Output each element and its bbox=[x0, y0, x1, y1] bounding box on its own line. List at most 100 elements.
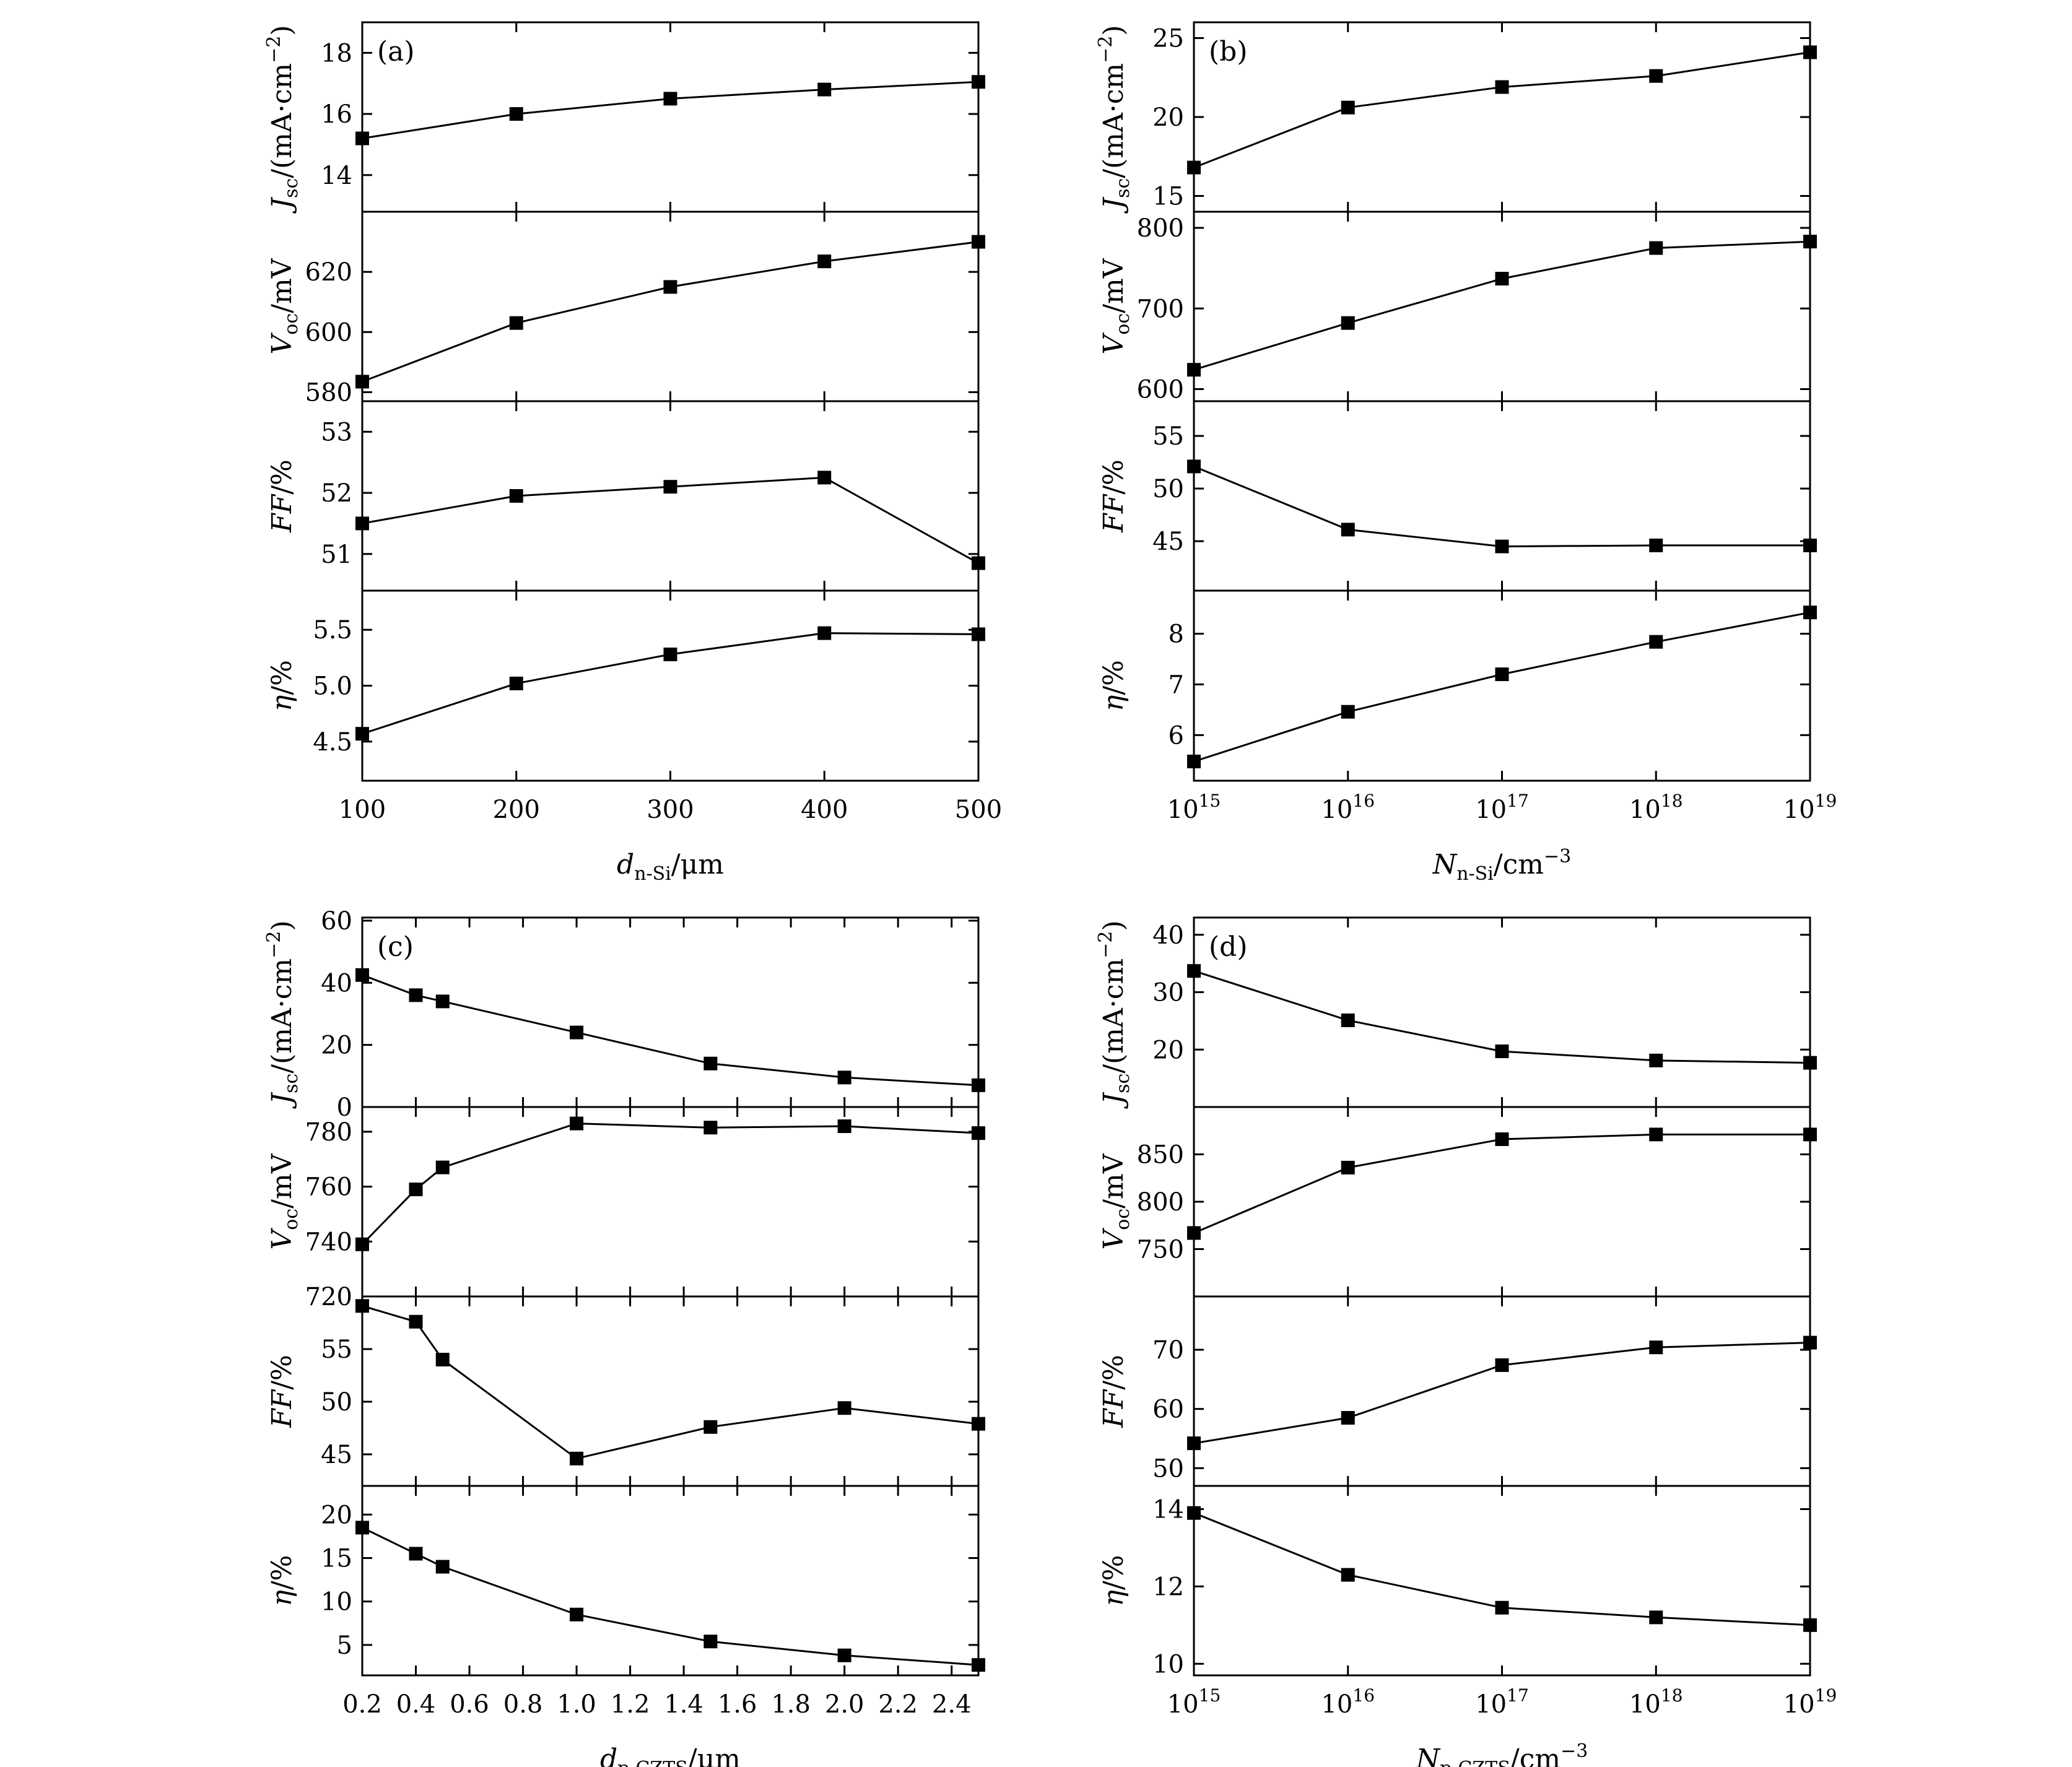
x-tick-label: 1017 bbox=[1475, 1685, 1529, 1719]
data-point bbox=[409, 988, 423, 1002]
y-tick-label: 5.0 bbox=[313, 672, 352, 701]
tick-base: 10 bbox=[1321, 796, 1352, 824]
data-point bbox=[1187, 1506, 1201, 1520]
label-symbol: η bbox=[1098, 695, 1130, 711]
y-tick-label: 600 bbox=[305, 318, 352, 347]
panel-label: (b) bbox=[1209, 36, 1248, 67]
label-symbol: J bbox=[266, 197, 298, 214]
label-close: ) bbox=[1098, 920, 1130, 931]
label-subscript: sc bbox=[1112, 1074, 1134, 1093]
x-tick-label: 1018 bbox=[1629, 791, 1683, 824]
subplot-3: 51 52 53 FF/% bbox=[266, 400, 985, 592]
y-tick-label: 4.5 bbox=[313, 728, 352, 757]
x-tick-label: 500 bbox=[955, 796, 1002, 824]
label-close: ) bbox=[1098, 25, 1130, 35]
subplot-frame bbox=[361, 21, 980, 213]
data-point bbox=[1803, 1127, 1817, 1142]
data-point bbox=[972, 556, 985, 570]
y-tick-label: 12 bbox=[1152, 1573, 1184, 1601]
label-symbol: V bbox=[1098, 1227, 1130, 1249]
x-tick-label: 1018 bbox=[1629, 1685, 1683, 1719]
y-tick-label: 20 bbox=[321, 1501, 352, 1529]
series-line bbox=[1193, 51, 1811, 168]
y-axis-label: Jsc/(mA·cm−2) bbox=[1095, 25, 1134, 214]
label-subscript: oc bbox=[1112, 1209, 1134, 1230]
x-tick-label: 0.4 bbox=[396, 1690, 436, 1719]
y-tick-label: 620 bbox=[305, 258, 352, 287]
y-tick-label: 700 bbox=[1137, 295, 1184, 323]
y-axis-label: η/% bbox=[266, 660, 298, 711]
y-tick-label: 20 bbox=[1152, 103, 1184, 132]
data-point bbox=[1187, 363, 1201, 377]
x-tick-label: 300 bbox=[646, 796, 694, 824]
subplot-4: 10 12 14 η/% bbox=[1098, 1485, 1817, 1678]
y-tick-label: 15 bbox=[321, 1545, 352, 1573]
label-unit: /μm bbox=[671, 849, 724, 880]
panel-d: 203040Jsc/(mA·cm−2)750800850Voc/mV506070… bbox=[1095, 916, 1837, 1767]
tick-base: 10 bbox=[1167, 1690, 1199, 1719]
data-point bbox=[703, 1420, 718, 1434]
label-subscript: oc bbox=[281, 1209, 302, 1230]
label-unit: /μm bbox=[688, 1743, 741, 1767]
label-symbol: FF bbox=[266, 493, 298, 533]
series-line bbox=[362, 241, 979, 383]
series-line bbox=[1193, 240, 1811, 371]
label-symbol: J bbox=[1098, 1092, 1130, 1109]
subplot-3: 45 50 55 FF/% bbox=[1098, 400, 1817, 592]
tick-exponent: 19 bbox=[1815, 1685, 1837, 1706]
y-tick-label: 7 bbox=[1169, 671, 1184, 699]
subplot-frame bbox=[361, 589, 980, 782]
data-point bbox=[570, 1025, 584, 1040]
y-tick-label: 600 bbox=[1137, 375, 1184, 404]
label-symbol: FF bbox=[266, 1389, 298, 1428]
data-point bbox=[435, 1560, 450, 1574]
x-tick-label: 100 bbox=[339, 796, 386, 824]
data-point bbox=[972, 1658, 985, 1672]
subplot-1: 14 16 18 Jsc/(mA·cm−2) bbox=[263, 21, 985, 214]
label-symbol: V bbox=[266, 1227, 298, 1249]
data-point bbox=[1187, 754, 1201, 768]
tick-base: 10 bbox=[1475, 1690, 1507, 1719]
data-point bbox=[817, 82, 832, 97]
y-tick-label: 10 bbox=[321, 1588, 352, 1617]
data-point bbox=[355, 1299, 369, 1313]
data-point bbox=[355, 131, 369, 145]
y-tick-label: 10 bbox=[1152, 1650, 1184, 1678]
y-tick-label: 850 bbox=[1137, 1141, 1184, 1170]
data-point bbox=[355, 375, 369, 389]
y-tick-label: 760 bbox=[305, 1173, 352, 1202]
data-point bbox=[1495, 272, 1509, 286]
data-point bbox=[570, 1607, 584, 1622]
data-point bbox=[663, 647, 677, 661]
data-point bbox=[1341, 100, 1355, 115]
subplot-frame bbox=[1193, 21, 1811, 213]
panel-label: (c) bbox=[377, 931, 414, 963]
label-superscript: −3 bbox=[1544, 846, 1571, 867]
y-tick-label: 580 bbox=[305, 378, 352, 407]
label-superscript: −3 bbox=[1561, 1740, 1588, 1762]
label-unit: /mV bbox=[1098, 1153, 1130, 1209]
y-tick-label: 18 bbox=[321, 39, 352, 67]
subplot-3: 45 50 55 FF/% bbox=[266, 1295, 985, 1487]
data-point bbox=[1803, 45, 1817, 59]
y-axis-label: Jsc/(mA·cm−2) bbox=[263, 25, 302, 214]
label-subscript: sc bbox=[281, 1074, 302, 1093]
tick-exponent: 15 bbox=[1199, 1685, 1221, 1706]
subplot-1: 20 30 40 Jsc/(mA·cm−2) bbox=[1095, 916, 1817, 1109]
label-unit: /% bbox=[1098, 1555, 1130, 1590]
data-point bbox=[1341, 1013, 1355, 1027]
data-point bbox=[1803, 235, 1817, 249]
label-unit: /(mA·cm bbox=[266, 63, 298, 178]
tick-exponent: 17 bbox=[1507, 791, 1529, 811]
label-symbol: d bbox=[617, 849, 634, 880]
y-axis-label: FF/% bbox=[1098, 1355, 1130, 1428]
data-point bbox=[972, 627, 985, 641]
data-point bbox=[1187, 1226, 1201, 1240]
label-symbol: d bbox=[600, 1743, 617, 1767]
label-subscript: oc bbox=[1112, 313, 1134, 335]
y-tick-label: 5 bbox=[337, 1631, 352, 1660]
data-point bbox=[1495, 1132, 1509, 1147]
tick-base: 10 bbox=[1783, 796, 1815, 824]
data-point bbox=[1187, 1436, 1201, 1451]
